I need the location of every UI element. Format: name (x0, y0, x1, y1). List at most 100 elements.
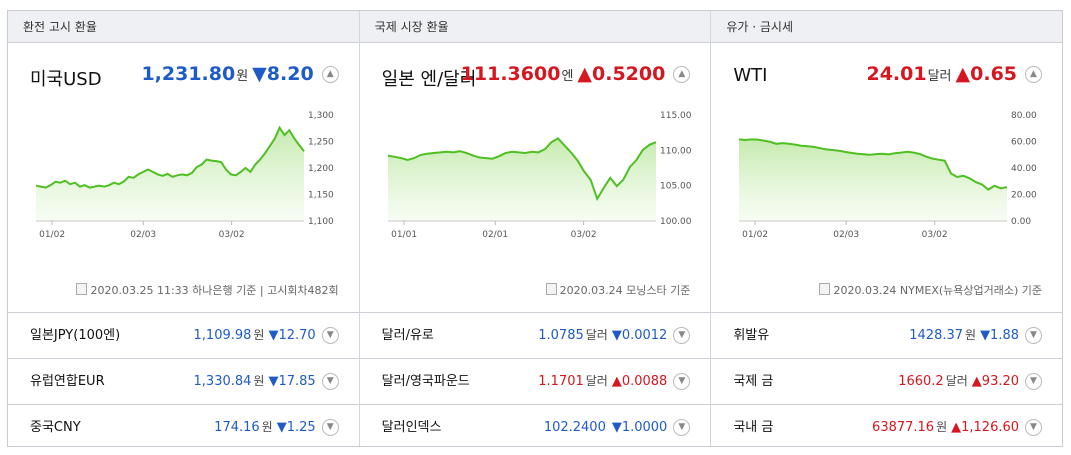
y-tick-label: 1,150 (308, 191, 334, 201)
list-item-value: 174.16 (214, 420, 260, 435)
y-tick-label: 80.00 (1011, 111, 1037, 121)
expand-icon[interactable]: ▼ (1025, 373, 1043, 390)
list-item-value-group: 1428.37 원 ▼1.88 ▼ (909, 313, 1043, 358)
source-text: 2020.03.24 모닝스타 기준 (559, 284, 691, 297)
list-item-unit: 원 (261, 420, 273, 434)
market-widget: 환전 고시 환율 미국USD 1,231.80원 ▼8.20 ▲ 1,300 1,25… (7, 10, 1063, 447)
jpy-chart: 115.00 110.00 105.00 100.00 01/01 02/01 03/02 (387, 111, 692, 240)
list-item-name: 국제 금 (733, 374, 774, 389)
list-item-value-group: 1.0785 달러 ▼0.0012 ▼ (538, 313, 691, 358)
y-tick-label: 40.00 (1011, 164, 1037, 174)
series-line (387, 137, 657, 202)
list-item-name: 달러/유로 (381, 328, 434, 343)
list-item-value: 1428.37 (909, 328, 964, 343)
collapse-icon[interactable]: ▲ (673, 66, 691, 83)
x-tick-label: 03/02 (219, 230, 245, 240)
list-item-value: 1,330.84 (193, 374, 252, 389)
panel-oil-gold: 유가 · 금시세 WTI 24.01달러 ▲0.65 ▲ 80.00 60.00 40.… (710, 11, 1063, 446)
expand-icon[interactable]: ▼ (321, 419, 339, 436)
list-item-value: 63877.16 (872, 420, 935, 435)
area-fill (739, 139, 1008, 221)
collapse-icon[interactable]: ▲ (1025, 66, 1043, 83)
main-quote-value: 24.01 (866, 63, 927, 85)
panel-header[interactable]: 유가 · 금시세 (711, 11, 1063, 43)
x-tick-label: 02/03 (834, 230, 860, 240)
list-item-value-group: 1.1701 달러 ▲0.0088 ▼ (538, 359, 691, 404)
main-quote[interactable]: 미국USD 1,231.80원 ▼8.20 ▲ 1,300 1,250 1,200 1,1… (8, 43, 359, 313)
list-item[interactable]: 유럽연합EUR 1,330.84 원 ▼17.85 ▼ (8, 359, 359, 405)
list-item[interactable]: 국내 금 63877.16 원 ▲1,126.60 ▼ (711, 405, 1062, 450)
list-item-value: 1.1701 (538, 374, 584, 389)
source-text: 2020.03.25 11:33 하나은행 기준 | 고시회차482회 (90, 284, 339, 297)
list-item-value-group: 1660.2 달러 ▲93.20 ▼ (898, 359, 1043, 404)
list-item[interactable]: 달러/유로 1.0785 달러 ▼0.0012 ▼ (359, 313, 711, 359)
list-item[interactable]: 달러/영국파운드 1.1701 달러 ▲0.0088 ▼ (359, 359, 711, 405)
main-quote[interactable]: 일본 엔/달러 111.3600엔 ▲0.5200 ▲ 115.00 110.00 10… (359, 43, 711, 313)
list-item-change: ▲0.0088 (611, 374, 668, 389)
expand-icon[interactable]: ▼ (321, 327, 339, 344)
x-tick-label: 01/02 (742, 230, 768, 240)
list-item-unit: 원 (253, 328, 265, 342)
list-item[interactable]: 휘발유 1428.37 원 ▼1.88 ▼ (711, 313, 1063, 359)
list-item-value: 1.0785 (538, 328, 584, 343)
main-quote-value-group: 111.3600엔 ▲0.5200 ▲ (461, 63, 691, 85)
list-item[interactable]: 국제 금 1660.2 달러 ▲93.20 ▼ (711, 359, 1063, 405)
list-item-change: ▲1,126.60 (951, 420, 1020, 435)
main-quote-unit: 달러 (927, 69, 952, 84)
list-item-change: ▼12.70 (268, 328, 316, 343)
document-icon (76, 283, 88, 295)
x-tick-label: 03/02 (922, 230, 948, 240)
y-tick-label: 20.00 (1011, 191, 1037, 201)
list-item-unit: 원 (965, 328, 977, 342)
list-item-value: 1660.2 (898, 374, 944, 389)
list-item-change: ▼1.25 (276, 420, 316, 435)
main-quote-change: ▲0.5200 (577, 63, 666, 85)
list-item[interactable]: 일본JPY(100엔) 1,109.98 원 ▼12.70 ▼ (8, 313, 359, 359)
main-quote-change: ▲0.65 (955, 63, 1018, 85)
document-icon (819, 283, 831, 295)
list-item-unit: 달러 (585, 374, 608, 388)
list-item-name: 중국CNY (30, 420, 81, 435)
list-item-name: 유럽연합EUR (30, 374, 105, 389)
list-item[interactable]: 중국CNY 174.16 원 ▼1.25 ▼ (8, 405, 359, 450)
list-item-change: ▼0.0012 (611, 328, 668, 343)
y-tick-label: 1,200 (308, 164, 334, 174)
list-item-value: 102.2400 (543, 420, 606, 435)
expand-icon[interactable]: ▼ (673, 419, 691, 436)
list-item-value: 1,109.98 (193, 328, 252, 343)
y-tick-label: 110.00 (660, 146, 692, 156)
y-tick-label: 60.00 (1011, 138, 1037, 148)
y-tick-label: 1,100 (308, 217, 334, 227)
panel-exchange-notice: 환전 고시 환율 미국USD 1,231.80원 ▼8.20 ▲ 1,300 1,25… (8, 11, 359, 446)
x-tick-label: 02/01 (482, 230, 508, 240)
area-fill (36, 127, 304, 221)
list-item-value-group: 1,109.98 원 ▼12.70 ▼ (194, 313, 339, 358)
y-tick-label: 115.00 (660, 111, 692, 121)
main-quote-unit: 엔 (561, 69, 574, 84)
main-quote-value: 111.3600 (460, 63, 561, 85)
expand-icon[interactable]: ▼ (321, 373, 339, 390)
list-item-name: 국내 금 (733, 420, 774, 435)
list-item-name: 달러인덱스 (381, 420, 442, 435)
list-item[interactable]: 달러인덱스 102.2400 ▼1.0000 ▼ (360, 405, 711, 450)
area-fill (387, 138, 656, 221)
list-item-value-group: 174.16 원 ▼1.25 ▼ (214, 405, 339, 450)
expand-icon[interactable]: ▼ (1025, 419, 1043, 436)
main-quote[interactable]: WTI 24.01달러 ▲0.65 ▲ 80.00 60.00 40.00 20.00 0.… (711, 43, 1063, 313)
series-line (35, 125, 305, 189)
source-note: 2020.03.25 11:33 하나은행 기준 | 고시회차482회 (76, 282, 339, 298)
list-item-unit: 원 (936, 420, 948, 434)
expand-icon[interactable]: ▼ (673, 373, 691, 390)
main-quote-change: ▼8.20 (252, 63, 314, 85)
expand-icon[interactable]: ▼ (673, 327, 691, 344)
collapse-icon[interactable]: ▲ (321, 66, 339, 83)
x-tick-label: 01/01 (391, 230, 417, 240)
panel-header[interactable]: 환전 고시 환율 (8, 11, 359, 43)
list-item-unit: 달러 (585, 328, 608, 342)
main-quote-title: WTI (733, 65, 768, 86)
panel-international-fx: 국제 시장 환율 일본 엔/달러 111.3600엔 ▲0.5200 ▲ 115.0… (358, 11, 711, 446)
x-tick-label: 03/02 (570, 230, 596, 240)
expand-icon[interactable]: ▼ (1025, 327, 1043, 344)
main-quote-unit: 원 (236, 69, 249, 84)
panel-header[interactable]: 국제 시장 환율 (359, 11, 711, 43)
